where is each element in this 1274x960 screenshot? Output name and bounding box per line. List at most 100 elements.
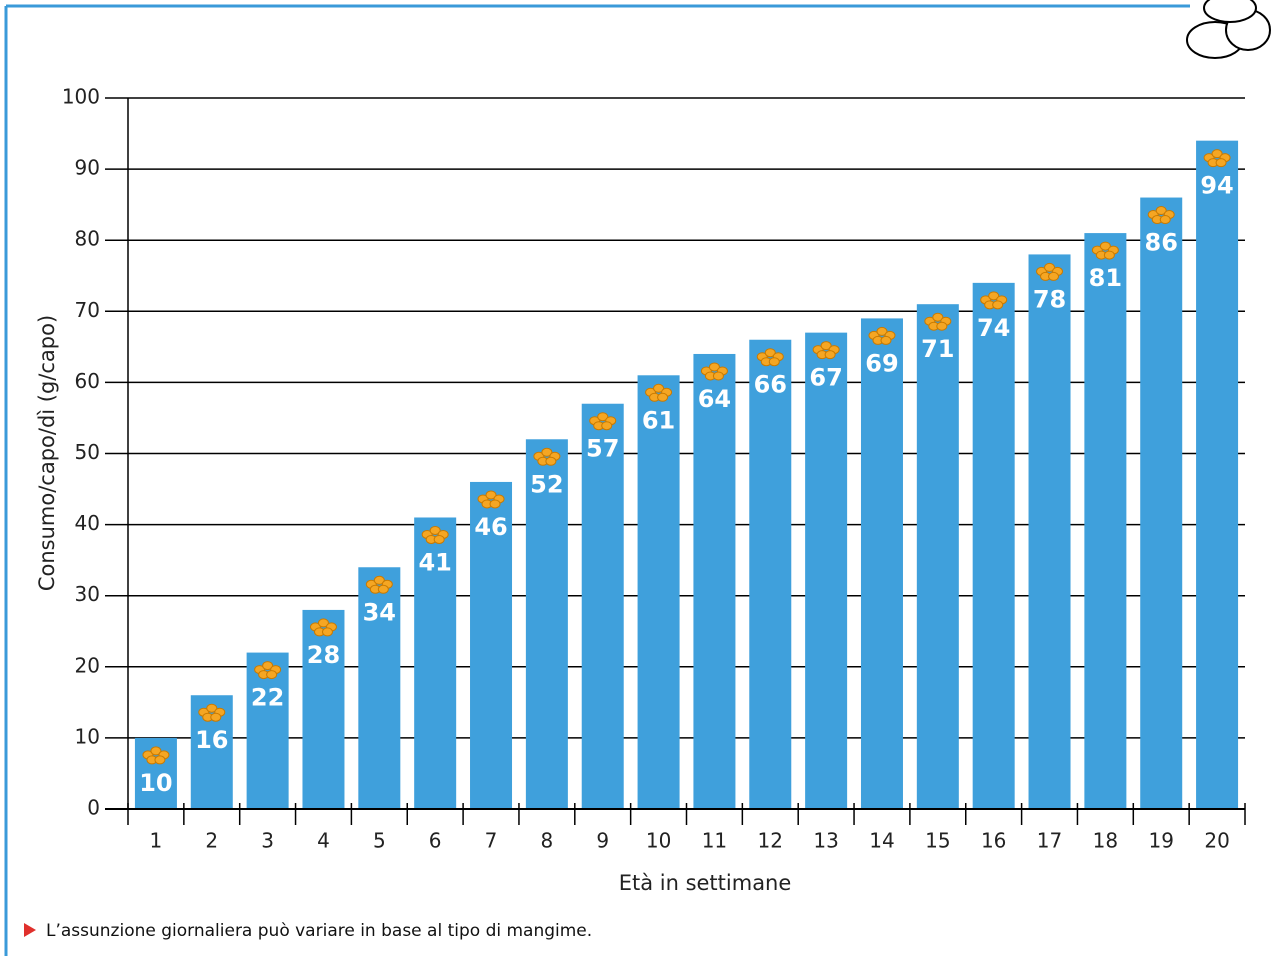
x-tick-label: 8 — [541, 829, 554, 853]
value-label: 52 — [530, 470, 563, 498]
feed-icon — [198, 703, 226, 722]
value-label: 46 — [474, 513, 507, 541]
feed-grain — [1215, 158, 1227, 168]
value-label: 74 — [977, 314, 1010, 342]
bar — [470, 481, 513, 809]
feed-grain — [712, 371, 724, 381]
feed-icon — [477, 490, 505, 509]
feed-icon — [700, 362, 728, 381]
feed-grain — [988, 291, 1000, 301]
y-tick-label: 80 — [75, 227, 100, 251]
x-tick-label: 3 — [261, 829, 274, 853]
feed-grain — [541, 447, 553, 457]
y-tick-label: 50 — [75, 440, 100, 464]
x-tick-label: 20 — [1204, 829, 1229, 853]
bar — [358, 567, 401, 809]
feed-icon — [1036, 262, 1064, 281]
feed-grain — [820, 341, 832, 351]
bar — [414, 517, 457, 809]
x-tick-label: 14 — [869, 829, 894, 853]
feed-grain — [429, 525, 441, 535]
value-label: 71 — [921, 335, 954, 363]
feed-icon — [645, 383, 673, 402]
feed-icon — [421, 525, 449, 544]
bar — [1196, 140, 1239, 809]
value-label: 16 — [195, 726, 228, 754]
feed-grain — [1103, 250, 1115, 260]
x-tick-label: 16 — [981, 829, 1006, 853]
feed-grain — [880, 335, 892, 345]
feed-grain — [708, 362, 720, 372]
bar — [637, 375, 680, 809]
feed-grain — [876, 326, 888, 336]
x-tick-label: 13 — [813, 829, 838, 853]
value-label: 41 — [418, 548, 451, 576]
value-label: 69 — [865, 349, 898, 377]
footnote: L’assunzione giornaliera può variare in … — [46, 921, 592, 941]
bar — [581, 403, 624, 809]
value-label: 66 — [754, 371, 787, 399]
footnote-marker — [24, 923, 36, 937]
feed-grain — [601, 421, 613, 431]
value-label: 61 — [642, 406, 675, 434]
bar — [972, 282, 1015, 809]
feed-grain — [1044, 262, 1056, 272]
feed-grain — [768, 357, 780, 367]
y-tick-label: 100 — [62, 85, 100, 109]
value-label: 57 — [586, 435, 619, 463]
bar — [805, 332, 848, 809]
feed-grain — [489, 499, 501, 509]
x-tick-label: 7 — [485, 829, 498, 853]
feed-icon — [533, 447, 561, 466]
x-tick-label: 18 — [1093, 829, 1118, 853]
feed-icon — [365, 575, 393, 594]
y-tick-label: 60 — [75, 369, 100, 393]
value-label: 22 — [251, 684, 284, 712]
value-label: 78 — [1033, 285, 1066, 313]
feed-grain — [317, 618, 329, 628]
y-axis-title: Consumo/capo/dì (g/capo) — [35, 315, 59, 591]
feed-grain — [266, 670, 278, 680]
feed-icon — [756, 348, 784, 367]
bar — [1084, 233, 1127, 810]
value-label: 86 — [1145, 229, 1178, 257]
y-tick-label: 30 — [75, 582, 100, 606]
feed-grain — [824, 350, 836, 360]
x-tick-label: 12 — [758, 829, 783, 853]
feed-grain — [377, 584, 389, 594]
feed-icon — [868, 326, 896, 345]
bar — [1140, 197, 1183, 810]
bar — [1028, 254, 1071, 810]
feed-grain — [373, 575, 385, 585]
bar — [525, 439, 568, 809]
bar — [916, 304, 959, 809]
bar — [302, 609, 345, 809]
feed-icon — [1091, 241, 1119, 260]
value-label: 34 — [363, 598, 396, 626]
x-tick-label: 15 — [925, 829, 950, 853]
feed-grain — [485, 490, 497, 500]
y-tick-label: 70 — [75, 298, 100, 322]
x-tick-label: 17 — [1037, 829, 1062, 853]
value-label: 94 — [1200, 172, 1233, 200]
value-label: 81 — [1089, 264, 1122, 292]
x-tick-label: 4 — [317, 829, 330, 853]
feed-grain — [597, 412, 609, 422]
x-tick-label: 19 — [1148, 829, 1173, 853]
feed-icon — [1147, 206, 1175, 225]
y-tick-label: 90 — [75, 156, 100, 180]
x-tick-label: 11 — [702, 829, 727, 853]
feed-grain — [206, 703, 218, 713]
value-label: 64 — [698, 385, 731, 413]
feed-icon — [1203, 149, 1231, 168]
x-tick-label: 6 — [429, 829, 442, 853]
feed-icon — [254, 661, 282, 680]
feed-icon — [924, 312, 952, 331]
feed-grain — [262, 661, 274, 671]
y-tick-label: 0 — [87, 796, 100, 820]
x-tick-label: 10 — [646, 829, 671, 853]
feed-grain — [992, 300, 1004, 310]
feed-grain — [936, 321, 948, 331]
feed-grain — [321, 627, 333, 637]
